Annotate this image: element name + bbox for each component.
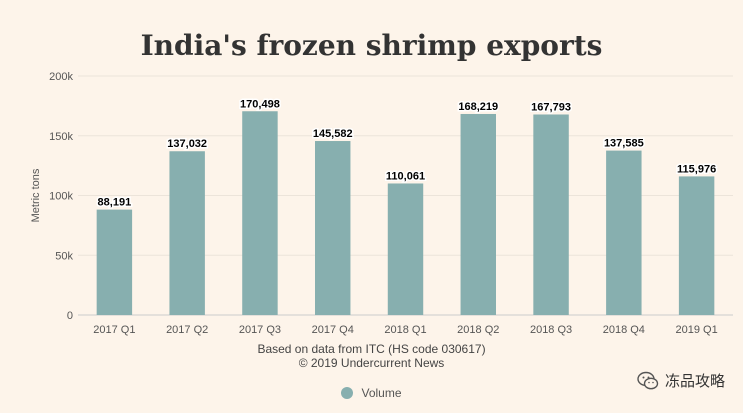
bar[interactable] — [242, 111, 278, 316]
bar[interactable] — [169, 151, 205, 315]
x-tick-label: 2017 Q4 — [312, 324, 354, 336]
watermark: 冻品攻略 — [637, 370, 725, 391]
chart-title: India's frozen shrimp exports — [140, 29, 603, 62]
y-tick-label: 200k — [49, 71, 73, 83]
bars-layer — [96, 111, 715, 316]
legend-swatch — [341, 387, 354, 399]
data-label: 110,061 — [386, 170, 425, 182]
bar[interactable] — [96, 209, 133, 315]
data-label: 168,219 — [458, 101, 498, 113]
bar[interactable] — [533, 114, 569, 315]
watermark-text: 冻品攻略 — [664, 372, 725, 390]
labels-layer: 88,191 137,032 170,498 145,582 110,061 168,21… — [96, 97, 718, 210]
bar[interactable] — [606, 150, 642, 315]
bar[interactable] — [387, 183, 424, 315]
data-label: 88,191 — [98, 197, 132, 209]
caption-copyright: © 2019 Undercurrent News — [298, 356, 445, 370]
legend-label: Volume — [361, 386, 402, 400]
x-tick-label: 2018 Q4 — [603, 324, 645, 336]
data-label: 115,976 — [677, 163, 716, 175]
data-label: 137,032 — [167, 138, 207, 150]
x-tick-label: 2017 Q1 — [93, 324, 135, 336]
x-tick-label: 2017 Q3 — [239, 324, 281, 336]
x-tick-label: 2019 Q1 — [676, 324, 718, 336]
legend[interactable]: Volume — [0, 386, 743, 400]
data-label: 170,498 — [240, 98, 280, 110]
x-tick-label: 2018 Q1 — [384, 324, 426, 336]
data-label: 145,582 — [313, 128, 353, 140]
bar[interactable] — [460, 113, 496, 315]
bar[interactable] — [678, 176, 715, 315]
wechat-icon — [637, 371, 659, 389]
data-label: 137,585 — [604, 138, 644, 150]
y-tick-label: 0 — [67, 310, 73, 322]
y-tick-label: 150k — [49, 131, 73, 143]
axis-layer: 0 50k 100k 150k 200k Metric tons 2017 Q1 2017 Q… — [30, 71, 718, 336]
y-tick-label: 50k — [55, 250, 73, 262]
caption-source: Based on data from ITC (HS code 030617) — [257, 342, 486, 356]
y-axis-label: Metric tons — [30, 168, 42, 222]
x-tick-label: 2017 Q2 — [166, 324, 208, 336]
data-label: 167,793 — [531, 101, 571, 113]
bar[interactable] — [315, 141, 351, 315]
x-tick-label: 2018 Q3 — [530, 324, 572, 336]
y-tick-label: 100k — [49, 191, 73, 203]
x-tick-label: 2018 Q2 — [457, 324, 499, 336]
